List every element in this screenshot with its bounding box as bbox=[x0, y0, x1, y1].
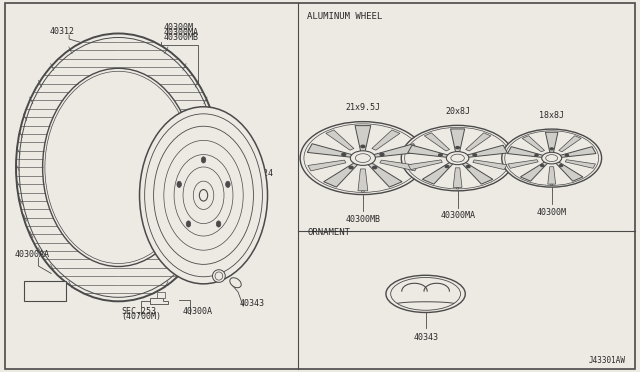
Polygon shape bbox=[424, 133, 449, 151]
Circle shape bbox=[535, 154, 538, 156]
Circle shape bbox=[300, 122, 426, 195]
Polygon shape bbox=[559, 147, 596, 157]
Circle shape bbox=[445, 166, 449, 168]
Polygon shape bbox=[467, 145, 508, 157]
Polygon shape bbox=[308, 160, 346, 171]
Text: (40700M): (40700M) bbox=[122, 312, 161, 321]
Ellipse shape bbox=[200, 190, 207, 201]
Polygon shape bbox=[462, 162, 493, 184]
Ellipse shape bbox=[177, 181, 181, 187]
Polygon shape bbox=[466, 133, 491, 151]
Polygon shape bbox=[150, 298, 168, 304]
Text: 40224: 40224 bbox=[248, 169, 273, 177]
Polygon shape bbox=[520, 162, 548, 181]
Circle shape bbox=[372, 166, 377, 169]
Polygon shape bbox=[408, 145, 449, 157]
Bar bbox=[157, 292, 165, 298]
Text: 40300M: 40300M bbox=[163, 23, 193, 32]
Text: 40312: 40312 bbox=[50, 27, 75, 36]
Ellipse shape bbox=[386, 275, 465, 312]
Text: 40343: 40343 bbox=[240, 299, 265, 308]
Ellipse shape bbox=[216, 221, 221, 227]
Polygon shape bbox=[422, 162, 453, 184]
Text: 21x9.5J: 21x9.5J bbox=[346, 103, 380, 112]
Polygon shape bbox=[508, 160, 538, 168]
Text: 40300AA: 40300AA bbox=[14, 250, 49, 259]
Polygon shape bbox=[556, 162, 583, 181]
Circle shape bbox=[550, 184, 553, 185]
Circle shape bbox=[456, 187, 459, 189]
Ellipse shape bbox=[140, 107, 268, 284]
Text: 20x8J: 20x8J bbox=[445, 107, 470, 116]
Ellipse shape bbox=[226, 181, 230, 187]
Ellipse shape bbox=[16, 33, 221, 301]
Circle shape bbox=[342, 153, 346, 155]
Text: 40300M: 40300M bbox=[537, 208, 566, 217]
Polygon shape bbox=[372, 130, 400, 150]
Polygon shape bbox=[324, 163, 358, 187]
Circle shape bbox=[401, 125, 514, 191]
Text: 40300MA: 40300MA bbox=[440, 211, 475, 220]
Circle shape bbox=[550, 148, 553, 150]
Text: 40300A: 40300A bbox=[182, 307, 212, 316]
Polygon shape bbox=[380, 160, 418, 171]
Circle shape bbox=[362, 191, 364, 192]
Circle shape bbox=[349, 166, 353, 169]
Polygon shape bbox=[545, 132, 558, 153]
Circle shape bbox=[541, 165, 544, 167]
Polygon shape bbox=[307, 144, 353, 157]
Text: ORNAMENT: ORNAMENT bbox=[307, 228, 350, 237]
Circle shape bbox=[541, 152, 562, 164]
Text: 40300MA: 40300MA bbox=[163, 28, 198, 37]
Polygon shape bbox=[522, 136, 545, 152]
Polygon shape bbox=[408, 160, 442, 170]
Circle shape bbox=[380, 153, 384, 155]
Circle shape bbox=[559, 165, 563, 167]
Text: 18x8J: 18x8J bbox=[539, 111, 564, 120]
Text: J43301AW: J43301AW bbox=[589, 356, 626, 365]
Polygon shape bbox=[451, 129, 465, 152]
Polygon shape bbox=[355, 126, 371, 152]
Bar bbox=[24, 281, 66, 301]
Circle shape bbox=[361, 145, 365, 148]
Text: 40300MB: 40300MB bbox=[163, 33, 198, 42]
Circle shape bbox=[473, 154, 477, 156]
Ellipse shape bbox=[201, 157, 206, 163]
Polygon shape bbox=[559, 136, 581, 152]
Text: SEC.253: SEC.253 bbox=[122, 307, 157, 316]
Polygon shape bbox=[453, 168, 462, 187]
Polygon shape bbox=[548, 167, 556, 184]
Ellipse shape bbox=[212, 270, 225, 282]
Circle shape bbox=[502, 129, 602, 187]
Circle shape bbox=[565, 154, 568, 156]
Polygon shape bbox=[358, 169, 368, 191]
Ellipse shape bbox=[43, 68, 194, 266]
Polygon shape bbox=[372, 144, 419, 157]
Text: ALUMINUM WHEEL: ALUMINUM WHEEL bbox=[307, 12, 383, 20]
Polygon shape bbox=[508, 147, 544, 157]
Text: 40343: 40343 bbox=[413, 333, 438, 342]
Polygon shape bbox=[367, 163, 402, 187]
Text: 40300MB: 40300MB bbox=[346, 215, 380, 224]
Circle shape bbox=[446, 151, 469, 165]
Polygon shape bbox=[473, 160, 507, 170]
Polygon shape bbox=[565, 160, 595, 168]
Circle shape bbox=[350, 151, 376, 166]
Ellipse shape bbox=[230, 278, 241, 288]
Circle shape bbox=[456, 147, 460, 149]
Circle shape bbox=[467, 166, 470, 168]
Ellipse shape bbox=[186, 221, 191, 227]
Circle shape bbox=[438, 154, 442, 156]
Polygon shape bbox=[326, 130, 354, 150]
